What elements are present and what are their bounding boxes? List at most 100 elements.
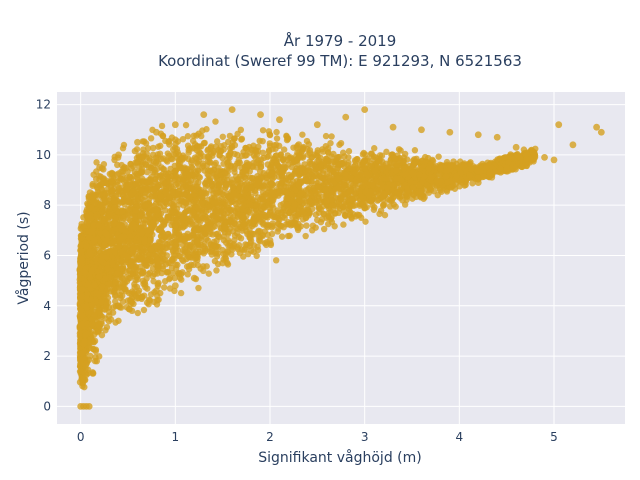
- cloud-point: [93, 159, 100, 166]
- cloud-point: [303, 222, 310, 229]
- cloud-point: [323, 155, 330, 162]
- cloud-point: [159, 132, 166, 140]
- cloud-point: [117, 294, 124, 302]
- cloud-point: [213, 253, 221, 260]
- cloud-point: [276, 216, 283, 223]
- cloud-point: [128, 307, 136, 315]
- cloud-point: [320, 180, 328, 187]
- cloud-point: [213, 138, 221, 145]
- cloud-point: [306, 149, 314, 157]
- cloud-point: [114, 270, 121, 277]
- cloud-point: [269, 175, 276, 183]
- cloud-point: [131, 213, 138, 221]
- cloud-point: [160, 284, 168, 291]
- cloud-point: [368, 196, 376, 204]
- cloud-point: [201, 167, 208, 174]
- cloud-point: [195, 130, 202, 137]
- cloud-point: [127, 261, 134, 269]
- cloud-point: [162, 207, 169, 214]
- cloud-point: [320, 225, 328, 233]
- cloud-point: [137, 212, 144, 219]
- cloud-point: [283, 221, 290, 228]
- cloud-point: [207, 144, 215, 152]
- cloud-point: [142, 161, 150, 169]
- cloud-point: [267, 180, 275, 187]
- cloud-point: [157, 142, 164, 150]
- cloud-point: [144, 145, 152, 152]
- cloud-point: [171, 175, 179, 182]
- cloud-point: [289, 178, 297, 185]
- cloud-point: [98, 185, 105, 193]
- cloud-point: [134, 309, 141, 317]
- cloud-point: [91, 357, 99, 365]
- cloud-point: [164, 150, 171, 157]
- cloud-point: [292, 216, 300, 223]
- cloud-point: [188, 159, 195, 166]
- cloud-point: [205, 270, 212, 277]
- cloud-point: [268, 162, 275, 169]
- cloud-point: [330, 150, 337, 158]
- cloud-point: [173, 205, 181, 213]
- cloud-point: [228, 251, 235, 258]
- cloud-point: [121, 221, 129, 228]
- cloud-point: [231, 150, 238, 158]
- cloud-point: [400, 159, 407, 166]
- cloud-point: [386, 203, 394, 210]
- cloud-point: [235, 159, 242, 167]
- point-cloud: [76, 118, 539, 391]
- cloud-point: [125, 198, 132, 205]
- cloud-point: [140, 306, 148, 314]
- cloud-point: [172, 265, 180, 272]
- cloud-point: [203, 177, 211, 184]
- cloud-point: [241, 246, 248, 254]
- cloud-point: [158, 269, 165, 277]
- cloud-point: [411, 147, 419, 154]
- cloud-point: [250, 216, 257, 224]
- cloud-point: [106, 205, 113, 212]
- cloud-point: [238, 135, 246, 143]
- cloud-point: [435, 153, 442, 160]
- cloud-point: [337, 189, 344, 196]
- cloud-point: [167, 155, 175, 162]
- cloud-point: [368, 162, 375, 170]
- cloud-point: [268, 170, 275, 177]
- cloud-point: [376, 152, 384, 159]
- cloud-point: [410, 191, 417, 199]
- cloud-point: [327, 139, 334, 147]
- cloud-point: [119, 172, 126, 179]
- cloud-point: [351, 157, 359, 164]
- cloud-point: [309, 227, 316, 234]
- cloud-point: [273, 128, 280, 136]
- cloud-point: [256, 168, 264, 175]
- cloud-point: [147, 246, 155, 253]
- cloud-point: [314, 149, 321, 157]
- cloud-point: [204, 196, 212, 203]
- cloud-point: [404, 192, 411, 200]
- cloud-point: [259, 232, 267, 240]
- cloud-point: [102, 327, 109, 334]
- cloud-point: [185, 241, 193, 249]
- cloud-point: [248, 174, 256, 182]
- cloud-point: [381, 211, 389, 219]
- cloud-point: [320, 148, 327, 155]
- cloud-point: [212, 118, 219, 125]
- cloud-point: [237, 235, 245, 242]
- cloud-point: [158, 122, 166, 130]
- cloud-point: [258, 193, 266, 200]
- cloud-point: [257, 238, 264, 245]
- cloud-point: [219, 133, 226, 140]
- cloud-point: [203, 263, 210, 270]
- cloud-point: [191, 141, 199, 148]
- cloud-point: [231, 207, 239, 215]
- cloud-point: [89, 370, 97, 377]
- cloud-point: [259, 149, 267, 157]
- cloud-point: [166, 208, 174, 215]
- cloud-point: [303, 137, 311, 145]
- cloud-point: [224, 159, 231, 167]
- cloud-point: [183, 205, 191, 212]
- cloud-point: [77, 307, 85, 314]
- cloud-point: [235, 242, 243, 249]
- cloud-point: [461, 162, 468, 169]
- cloud-point: [340, 221, 347, 228]
- cloud-point: [296, 197, 303, 205]
